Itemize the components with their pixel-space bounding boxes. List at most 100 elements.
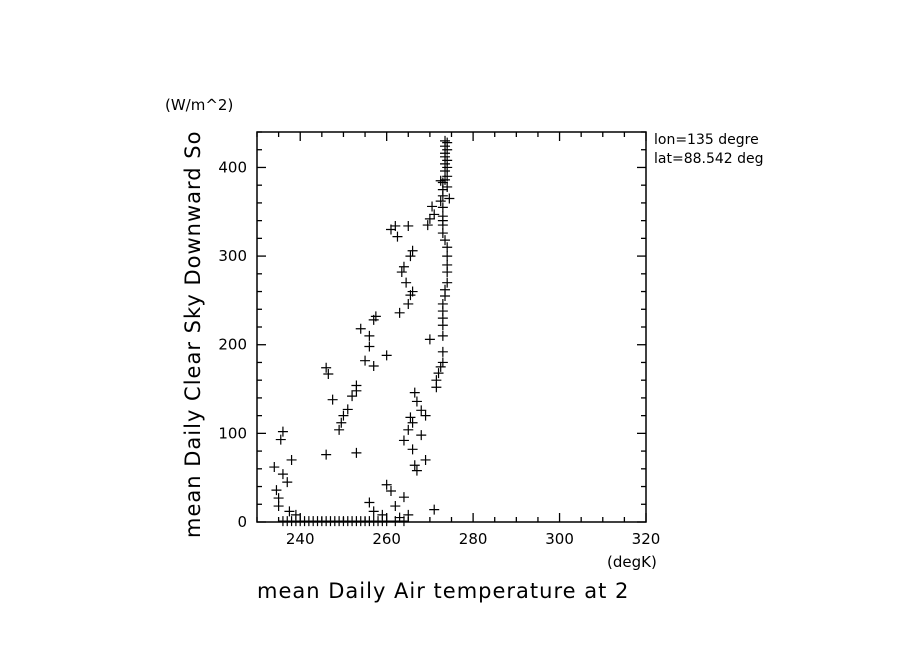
data-point	[437, 202, 448, 213]
y-unit-label: (W/m^2)	[165, 96, 233, 114]
data-point	[364, 497, 375, 508]
x-ticks	[256, 132, 647, 522]
data-point	[381, 516, 392, 527]
data-point	[364, 330, 375, 341]
data-point	[409, 460, 420, 471]
data-point	[398, 492, 409, 503]
data-point	[385, 485, 396, 496]
data-point	[360, 355, 371, 366]
data-point	[271, 485, 282, 496]
data-point	[442, 242, 453, 253]
data-point	[342, 404, 353, 415]
data-point	[442, 277, 453, 288]
data-point	[407, 444, 418, 455]
data-point	[435, 361, 446, 372]
data-point	[403, 509, 414, 520]
data-point	[392, 231, 403, 242]
data-point	[403, 424, 414, 435]
data-point	[433, 368, 444, 379]
data-point	[429, 209, 440, 220]
x-tick-label: 320	[632, 530, 661, 548]
y-tick-label: 100	[218, 424, 247, 442]
data-point	[401, 277, 412, 288]
data-point	[422, 220, 433, 231]
data-point	[444, 193, 455, 204]
data-point	[403, 298, 414, 309]
plot-frame	[256, 131, 647, 523]
data-point	[370, 311, 381, 322]
data-point	[424, 334, 435, 345]
data-point	[405, 251, 416, 262]
y-axis-title: mean Daily Clear Sky Downward So	[181, 131, 205, 538]
data-point	[437, 298, 448, 309]
data-point	[435, 196, 446, 207]
data-point	[429, 504, 440, 515]
y-tick-label: 200	[218, 336, 247, 354]
data-point	[381, 479, 392, 490]
data-point	[327, 394, 338, 405]
data-point	[437, 177, 448, 188]
data-point	[431, 375, 442, 386]
data-point	[416, 430, 427, 441]
data-point	[284, 506, 295, 517]
data-point	[321, 449, 332, 460]
data-point	[437, 330, 448, 341]
data-points	[269, 135, 455, 527]
data-point	[321, 362, 332, 373]
data-point	[275, 434, 286, 445]
data-point	[355, 323, 366, 334]
data-point	[390, 516, 401, 527]
annotation-lon: lon=135 degre	[654, 132, 759, 148]
x-tick-label: 240	[286, 530, 315, 548]
data-point	[442, 137, 453, 148]
data-point	[405, 412, 416, 423]
data-point	[420, 410, 431, 421]
data-point	[420, 454, 431, 465]
data-point	[440, 235, 451, 246]
x-unit-label: (degK)	[607, 553, 657, 571]
x-tick-labels: 240 260 280 300 320	[286, 530, 660, 548]
data-point	[435, 175, 446, 186]
annotation-lat: lat=88.542 deg	[654, 151, 764, 167]
x-tick-label: 260	[372, 530, 401, 548]
data-point	[396, 267, 407, 278]
data-point	[440, 284, 451, 295]
data-point	[407, 417, 418, 428]
data-point	[403, 220, 414, 231]
x-tick-label: 280	[459, 530, 488, 548]
data-point	[277, 426, 288, 437]
data-point	[336, 417, 347, 428]
data-point	[407, 286, 418, 297]
data-point	[394, 307, 405, 318]
data-point	[442, 259, 453, 270]
data-point	[409, 387, 420, 398]
data-point	[368, 506, 379, 517]
data-point	[407, 245, 418, 256]
data-point	[282, 477, 293, 488]
y-tick-label: 300	[218, 247, 247, 265]
data-point	[416, 405, 427, 416]
data-point	[440, 135, 451, 146]
data-point	[269, 462, 280, 473]
y-tick-label: 0	[237, 513, 247, 531]
data-point	[351, 380, 362, 391]
data-point	[390, 220, 401, 231]
data-point	[442, 181, 453, 192]
y-ticks	[257, 131, 646, 523]
data-point	[411, 396, 422, 407]
data-point	[338, 410, 349, 421]
data-point	[398, 261, 409, 272]
data-point	[398, 435, 409, 446]
data-point	[323, 368, 334, 379]
data-point	[437, 357, 448, 368]
data-point	[437, 346, 448, 357]
x-axis-title: mean Daily Air temperature at 2	[257, 579, 629, 603]
data-point	[398, 516, 409, 527]
y-tick-label: 400	[218, 158, 247, 176]
data-point	[411, 465, 422, 476]
y-tick-labels: 0 100 200 300 400	[218, 158, 247, 531]
data-point	[364, 341, 375, 352]
data-point	[286, 454, 297, 465]
data-point	[442, 171, 453, 182]
